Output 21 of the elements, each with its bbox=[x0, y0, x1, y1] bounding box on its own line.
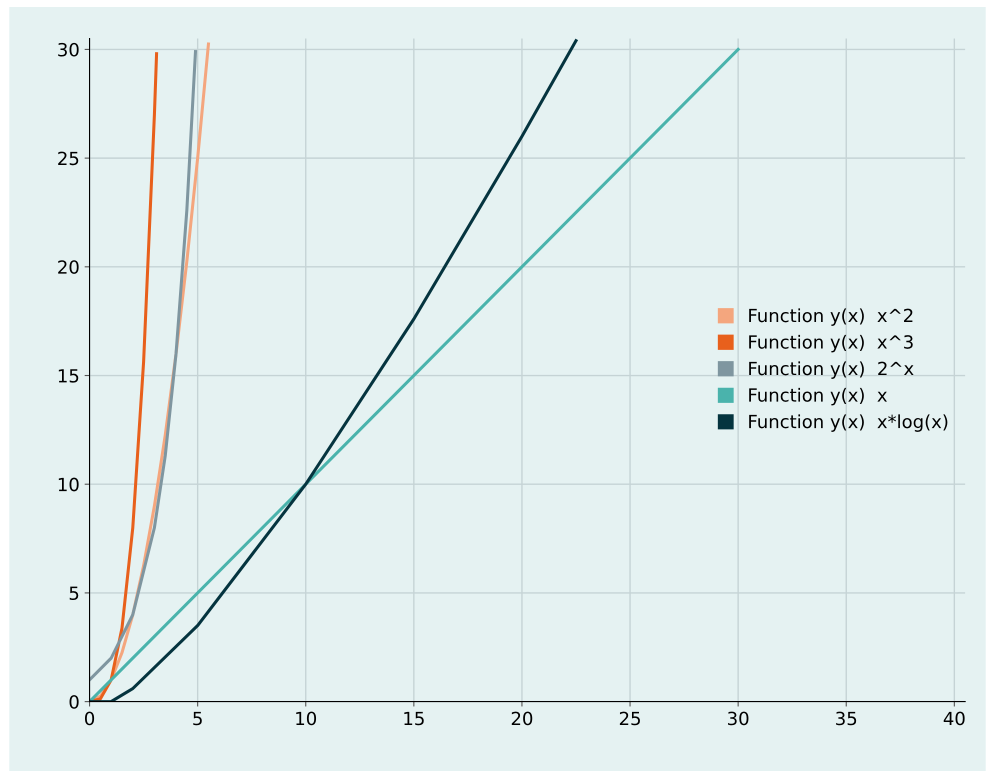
y-tick-label: 0 bbox=[70, 695, 79, 709]
x-tick-label: 0 bbox=[84, 712, 94, 726]
legend-label: Function y(x) 2^x bbox=[749, 361, 914, 379]
x-tick-label: 40 bbox=[944, 712, 965, 726]
x-tick-label: 30 bbox=[728, 712, 748, 726]
legend-label: Function y(x) x*log(x) bbox=[749, 414, 948, 432]
legend-label: Function y(x) x^3 bbox=[749, 334, 913, 352]
x-tick-label: 10 bbox=[296, 712, 316, 726]
y-tick-label: 30 bbox=[58, 42, 79, 57]
x-tick-label: 20 bbox=[512, 712, 532, 726]
legend-label: Function y(x) x^2 bbox=[749, 308, 912, 326]
y-tick-label: 25 bbox=[58, 152, 78, 166]
x-tick-label: 35 bbox=[836, 712, 856, 726]
y-tick-label: 5 bbox=[70, 586, 78, 600]
x-tick-label: 25 bbox=[620, 712, 640, 726]
y-tick-label: 20 bbox=[58, 260, 79, 274]
y-tick-label: 10 bbox=[58, 478, 79, 492]
x-tick-label: 15 bbox=[404, 712, 424, 726]
x-tick-label: 5 bbox=[193, 712, 202, 726]
y-tick-label: 15 bbox=[58, 369, 78, 383]
legend-label: Function y(x) x bbox=[749, 388, 887, 406]
